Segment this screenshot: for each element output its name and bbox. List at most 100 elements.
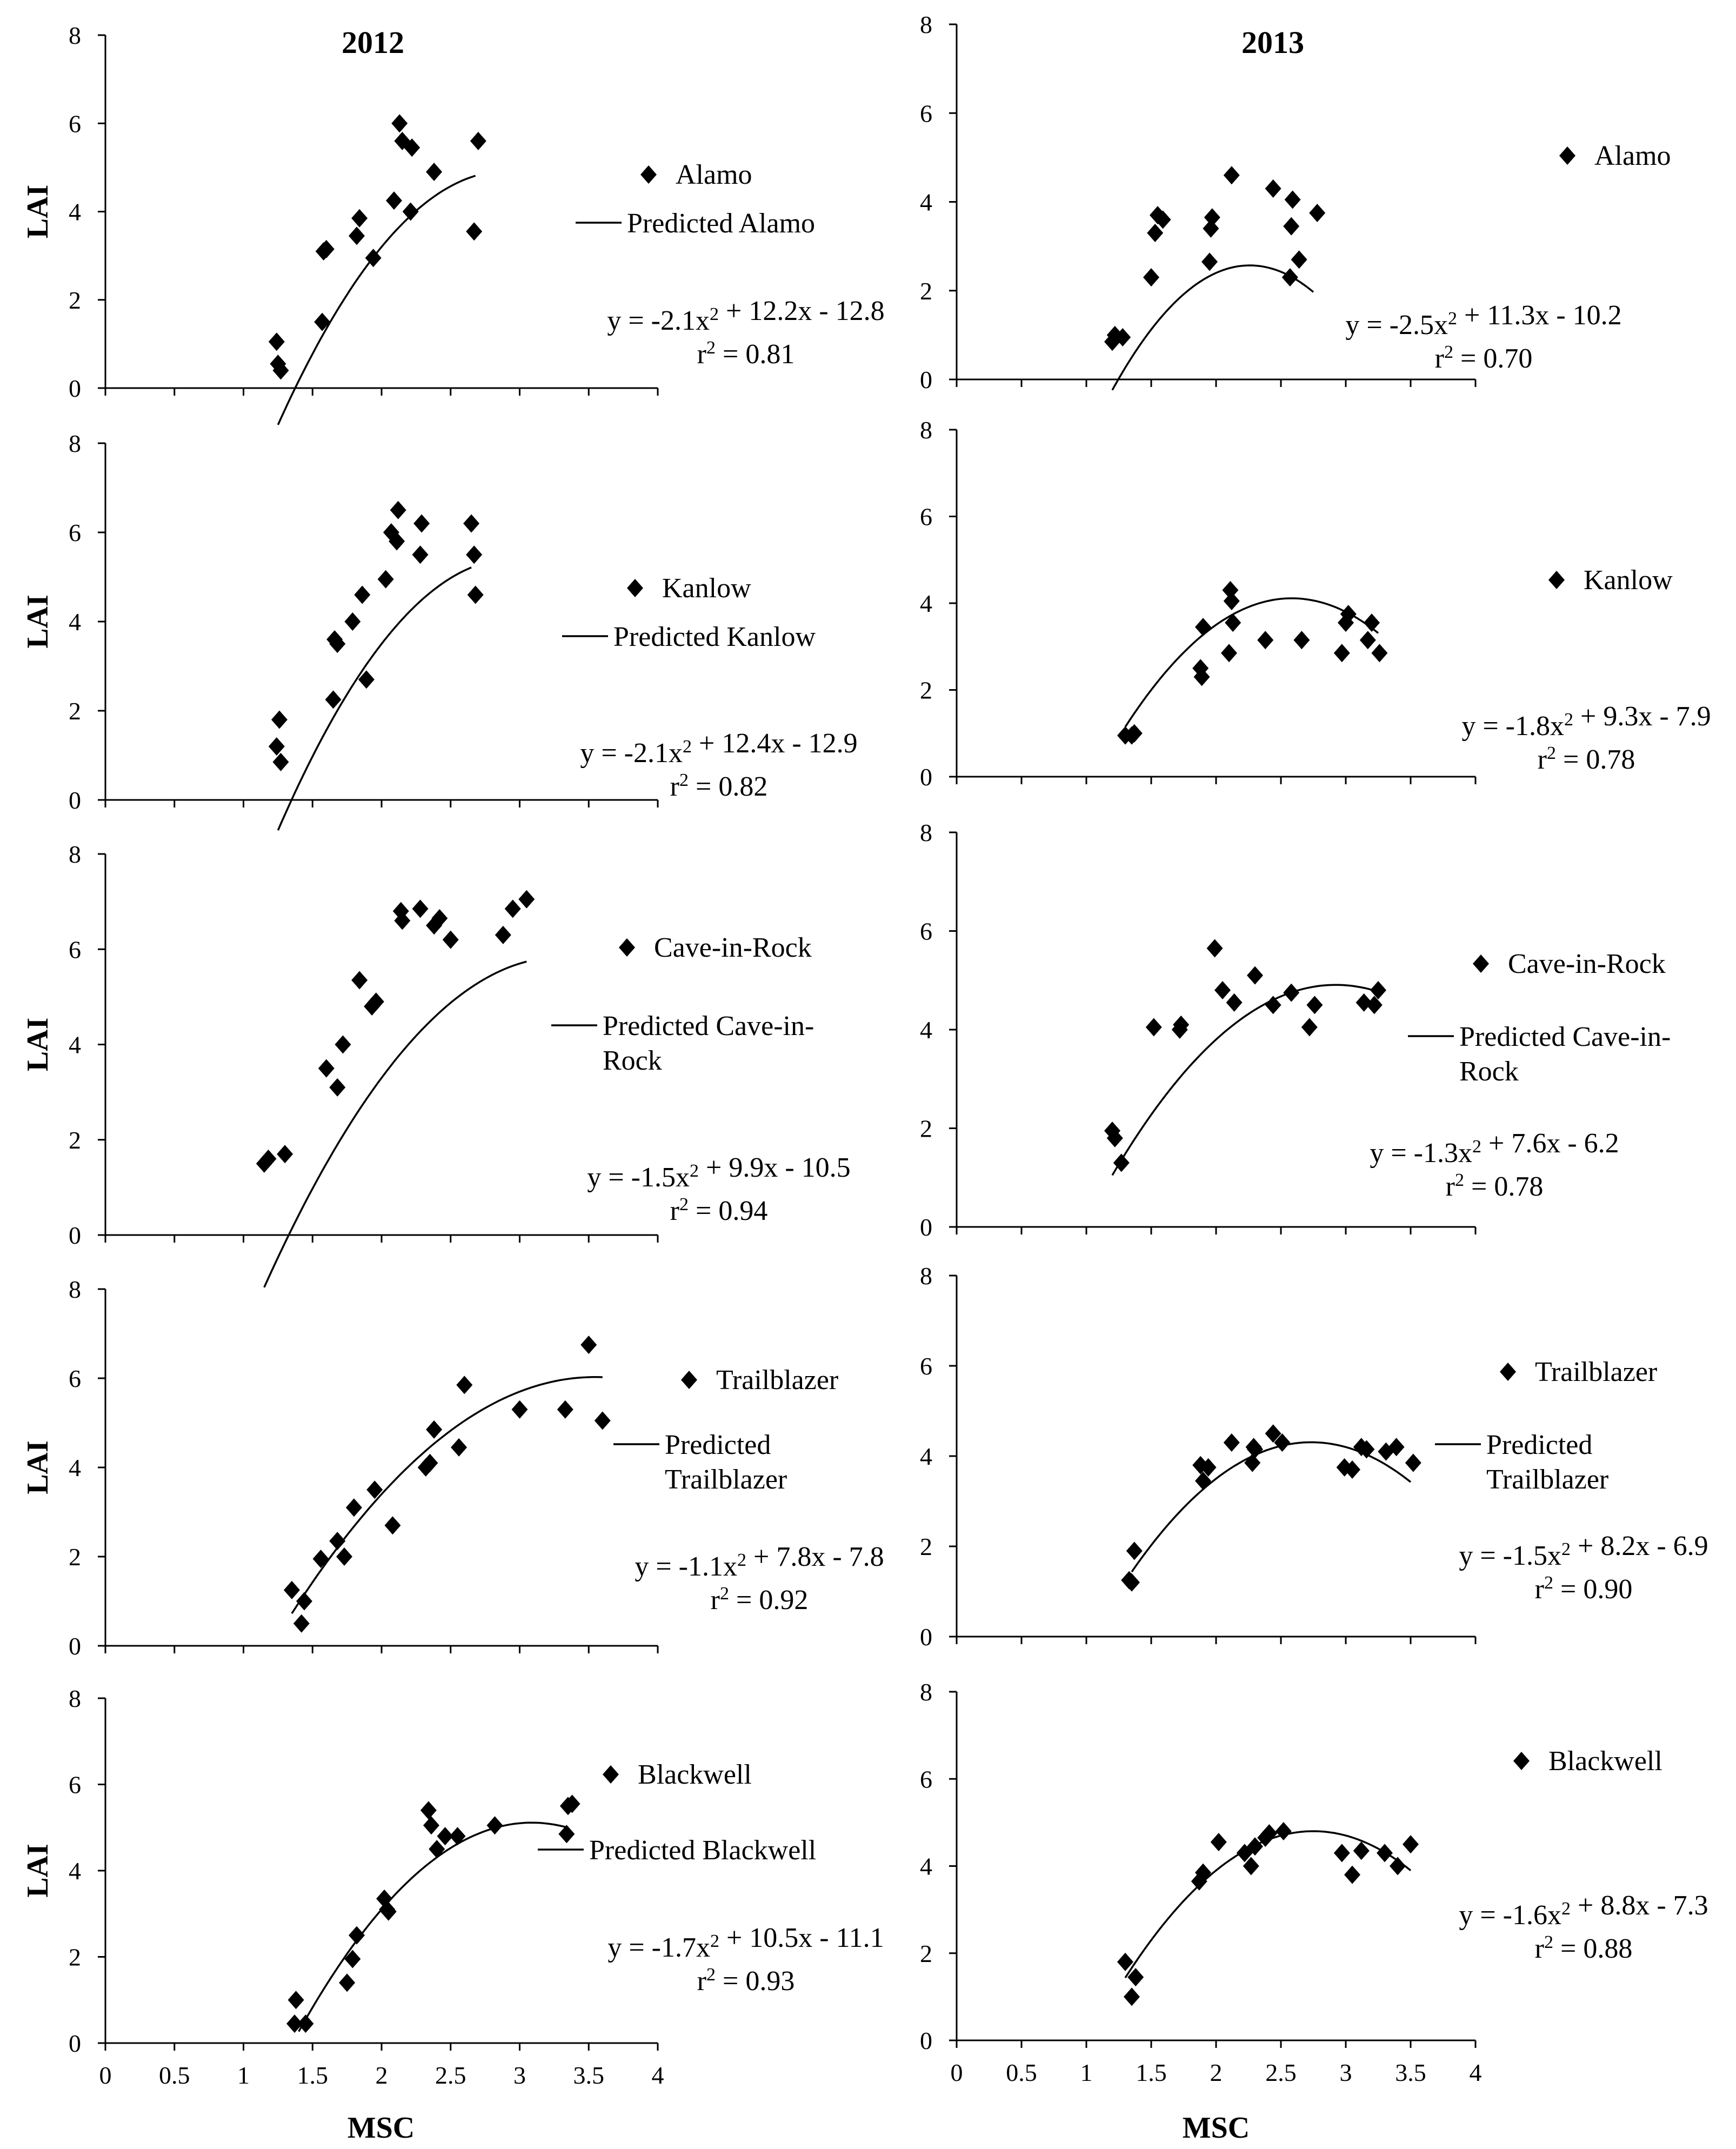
data-point (1306, 996, 1323, 1015)
data-point (1364, 613, 1380, 632)
y-tick-label: 4 (920, 590, 932, 617)
data-point (518, 890, 535, 909)
data-point (349, 1926, 365, 1945)
data-point (511, 1400, 528, 1419)
data-point (558, 1825, 575, 1844)
legend-label: Kanlow (662, 573, 751, 604)
y-tick-label: 6 (69, 936, 81, 963)
r-squared: r2 = 0.94 (670, 1194, 768, 1226)
y-tick-label: 2 (69, 1944, 81, 1971)
data-point (314, 312, 331, 331)
legend-label: Predicted Alamo (627, 208, 815, 239)
data-point (1201, 252, 1218, 271)
data-point (1223, 166, 1240, 185)
data-point (351, 971, 368, 990)
data-point (431, 909, 448, 927)
data-point (1154, 210, 1171, 229)
data-point (1333, 644, 1350, 663)
y-tick-label: 0 (920, 2027, 932, 2054)
y-tick-label: 8 (920, 11, 932, 38)
data-point (456, 1376, 473, 1394)
data-point (1214, 981, 1231, 999)
data-point (1200, 1458, 1217, 1477)
y-tick-label: 8 (69, 1276, 81, 1303)
data-point (1221, 644, 1237, 663)
data-point (380, 1902, 397, 1921)
data-point (1333, 1844, 1350, 1863)
data-point (358, 670, 375, 689)
data-point (1358, 1440, 1375, 1459)
y-tick-label: 0 (920, 1623, 932, 1651)
legend-label: Predicted Trailblazer (665, 1430, 787, 1495)
panel-cave-in-rock-2013: 0 2 4 6 8 Cave-in-Rock Predicted Cave-in-Rock y… (920, 819, 1671, 1241)
r-squared: r2 = 0.78 (1538, 743, 1635, 775)
y-tick-label: 4 (69, 1031, 81, 1059)
data-point (1247, 1440, 1263, 1459)
y-tick-label: 8 (920, 416, 932, 444)
data-point (1145, 1018, 1162, 1037)
data-point (329, 1078, 346, 1097)
panel-kanlow-2013: 0 2 4 6 8 Kanlow y = -1.8x2 + 9.3x - 7.9r2 = 0… (920, 416, 1711, 791)
data-point (1247, 966, 1263, 985)
panel-kanlow-2012: 0 2 4 6 8 LAI Kanlow Predicted Kanlow y = -2.1x2… (21, 430, 858, 831)
data-point (486, 1816, 503, 1835)
regression-equation: y = -1.5x2 + 8.2x - 6.9 (1459, 1531, 1708, 1571)
data-point (366, 1480, 383, 1499)
data-point (339, 1973, 356, 1992)
data-point (463, 514, 480, 533)
r-squared: r2 = 0.78 (1446, 1170, 1544, 1202)
data-point (336, 1547, 353, 1566)
fitted-curve (1131, 1441, 1412, 1573)
data-point (449, 1827, 466, 1846)
data-point (1275, 1822, 1292, 1840)
x-tick-label: 0 (99, 2061, 112, 2089)
data-point (1143, 268, 1159, 287)
y-tick-label: 4 (920, 1853, 932, 1880)
regression-equation: y = -2.1x2 + 12.2x - 12.8 (607, 296, 884, 336)
data-point (1225, 613, 1241, 632)
fitted-curve (277, 566, 472, 831)
data-point (288, 1991, 304, 2010)
y-axis-label: LAI (21, 595, 55, 649)
data-point (504, 899, 521, 918)
data-point (1301, 1018, 1318, 1037)
panel-cave-in-rock-2012: 0 2 4 6 8 LAI Cave-in-Rock Predicted Cave-in-Ro… (21, 840, 851, 1288)
legend-label: Cave-in-Rock (1508, 949, 1666, 979)
data-point (1226, 993, 1243, 1012)
data-point (1353, 1841, 1370, 1860)
data-point (1247, 1837, 1263, 1856)
data-point (345, 1498, 362, 1517)
data-point (335, 1035, 351, 1054)
data-point (1124, 1573, 1140, 1592)
y-tick-label: 8 (69, 840, 81, 868)
x-tick-label: 3.5 (573, 2061, 605, 2089)
data-point (1356, 993, 1372, 1012)
r-squared: r2 = 0.92 (711, 1584, 809, 1616)
legend-label: Blackwell (638, 1759, 752, 1790)
panel-alamo-2013: 0 2 4 6 8 2013 Alamo y = -2.5x2 + 11.3x - 10.2r… (920, 11, 1671, 393)
data-point (1126, 724, 1143, 743)
x-tick-label: 1 (1080, 2059, 1093, 2086)
data-point (557, 1400, 573, 1419)
data-point (1124, 1987, 1140, 2006)
y-tick-label: 8 (920, 1262, 932, 1290)
y-tick-label: 4 (69, 608, 81, 636)
legend-marker (1548, 571, 1565, 589)
data-point (1390, 1857, 1406, 1876)
panel-title: 2013 (1241, 25, 1304, 60)
panel-trailblazer-2013: 0 2 4 6 8 Trailblazer Predicted Trailblazer y = … (920, 1262, 1708, 1651)
data-point (1261, 1824, 1278, 1843)
data-point (1274, 1433, 1291, 1452)
data-point (451, 1438, 468, 1457)
y-tick-label: 2 (69, 1543, 81, 1571)
data-point (426, 1420, 443, 1439)
data-point (580, 1336, 597, 1354)
x-tick-label: 4 (652, 2061, 664, 2089)
legend-label: Predicted Blackwell (589, 1835, 816, 1866)
y-tick-label: 4 (920, 189, 932, 216)
data-point (268, 737, 285, 756)
data-point (495, 925, 511, 944)
data-point (1173, 1015, 1190, 1034)
data-point (391, 114, 408, 133)
